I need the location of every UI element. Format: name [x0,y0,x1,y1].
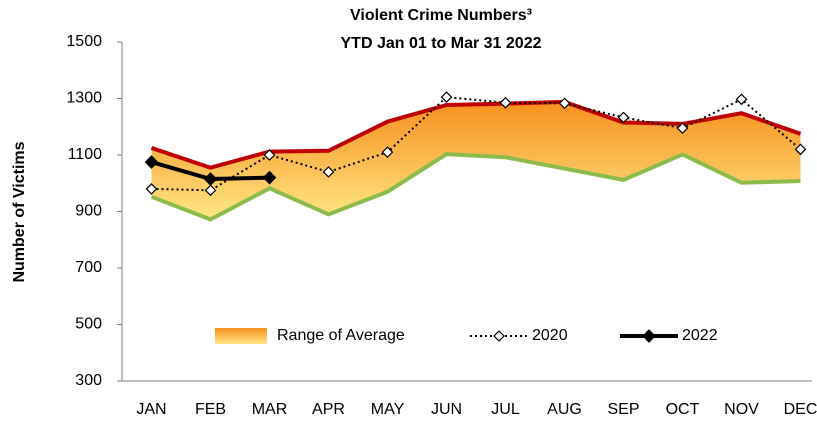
range-lower-line [150,152,801,222]
y-tick-label: 300 [75,372,102,389]
y-tick-label: 1300 [66,90,102,107]
point-marker [204,184,217,197]
point-marker [735,93,748,106]
x-tick-label: DEC [784,401,817,418]
legend-label: 2022 [682,327,718,344]
y-tick-label: 900 [75,203,102,220]
range-area [151,101,801,220]
point-marker [144,155,159,169]
x-tick-label: APR [312,401,345,418]
chart-subtitle: YTD Jan 01 to Mar 31 2022 [341,35,542,52]
point-marker [617,111,630,124]
y-tick-label: 500 [75,316,102,333]
range-upper-line [150,99,802,170]
x-tick-label: JUL [491,401,520,418]
point-marker [145,183,158,195]
point-marker [440,91,453,103]
point-marker [676,122,689,135]
y-axis-label: Number of Victims [11,141,28,282]
x-tick-label: SEP [607,401,639,418]
x-tick-label: NOV [724,401,759,418]
x-tick-label: MAR [252,401,288,418]
y-tick-label: 1500 [66,33,102,50]
point-marker [558,97,571,110]
point-marker [262,170,277,185]
x-tick-label: FEB [195,401,226,418]
point-marker [263,149,276,161]
point-marker [381,146,394,159]
x-tick-label: AUG [547,401,582,418]
x-tick-label: OCT [666,401,700,418]
x-tick-label: JAN [136,401,166,418]
y-tick-label: 1100 [68,146,103,163]
series-line [151,96,802,192]
legend-marker [642,329,656,343]
point-marker [499,96,512,109]
point-marker [322,166,335,178]
legend-label: 2020 [532,327,568,344]
x-tick-label: MAY [371,401,405,418]
point-marker [794,143,807,156]
legend-label: Range of Average [277,327,405,344]
legend-swatch [215,328,267,344]
point-marker [203,172,218,186]
chart-title: Violent Crime Numbers³ [350,7,532,24]
x-tick-label: JUN [431,401,462,418]
legend-marker [493,330,505,342]
y-tick-label: 700 [75,259,102,276]
